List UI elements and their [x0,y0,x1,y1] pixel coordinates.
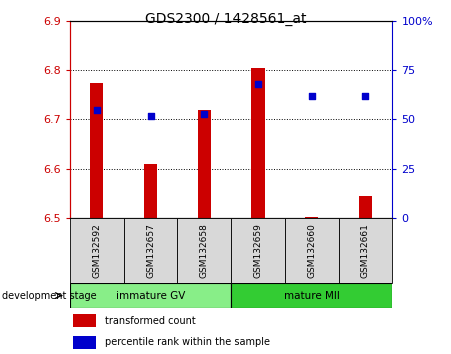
Text: transformed count: transformed count [106,316,196,326]
Point [362,93,369,99]
Bar [73,336,96,349]
Point [308,93,315,99]
Bar [70,283,231,308]
Text: development stage: development stage [2,291,97,301]
Text: GSM132660: GSM132660 [307,223,316,278]
Bar [70,218,124,283]
Text: GSM132658: GSM132658 [200,223,209,278]
Bar [359,196,372,218]
Bar [231,218,285,283]
Bar [198,110,211,218]
Point [201,111,208,116]
Point [147,113,154,118]
Text: GSM132659: GSM132659 [253,223,262,278]
Text: GSM132661: GSM132661 [361,223,370,278]
Text: percentile rank within the sample: percentile rank within the sample [106,337,271,347]
Text: GDS2300 / 1428561_at: GDS2300 / 1428561_at [145,12,306,27]
Bar [144,164,157,218]
Bar [305,217,318,218]
Bar [73,314,96,327]
Bar [339,218,392,283]
Text: GSM132657: GSM132657 [146,223,155,278]
Text: GSM132592: GSM132592 [92,223,101,278]
Text: immature GV: immature GV [116,291,185,301]
Bar [90,82,103,218]
Bar [177,218,231,283]
Bar [285,218,339,283]
Point [93,107,101,113]
Bar [124,218,177,283]
Text: mature MII: mature MII [284,291,340,301]
Bar [251,68,265,218]
Point [254,81,262,87]
Bar [231,283,392,308]
